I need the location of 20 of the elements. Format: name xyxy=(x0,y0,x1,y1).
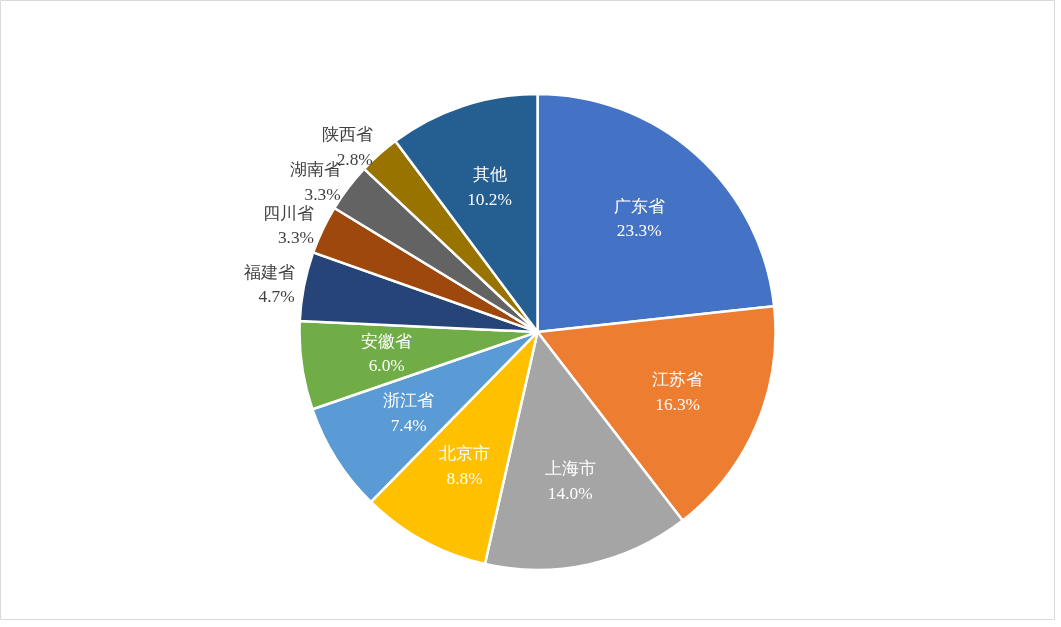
slice-label: 陕西省 xyxy=(321,125,373,145)
data-label: 23.3% xyxy=(616,221,662,241)
slice-label: 北京市 xyxy=(439,443,491,463)
slice-label: 广东省 xyxy=(613,196,665,216)
slice-label: 其他 xyxy=(472,165,507,185)
slice-label: 江苏省 xyxy=(652,369,704,389)
data-label: 3.3% xyxy=(277,228,315,248)
data-label: 3.3% xyxy=(304,184,341,204)
data-label: 16.3% xyxy=(655,394,701,414)
data-label: 4.7% xyxy=(258,287,295,307)
slice-label: 浙江省 xyxy=(383,391,435,411)
data-label: 10.2% xyxy=(467,190,512,210)
slice-label: 四川省 xyxy=(263,203,315,223)
slice-label: 福建省 xyxy=(243,262,295,282)
data-label: 8.8% xyxy=(446,468,483,488)
slice-label: 安徽省 xyxy=(361,331,413,351)
data-label: 6.0% xyxy=(368,356,405,376)
slice-label: 上海市 xyxy=(544,458,596,478)
data-label: 14.0% xyxy=(547,483,593,503)
data-label: 7.4% xyxy=(390,416,427,436)
